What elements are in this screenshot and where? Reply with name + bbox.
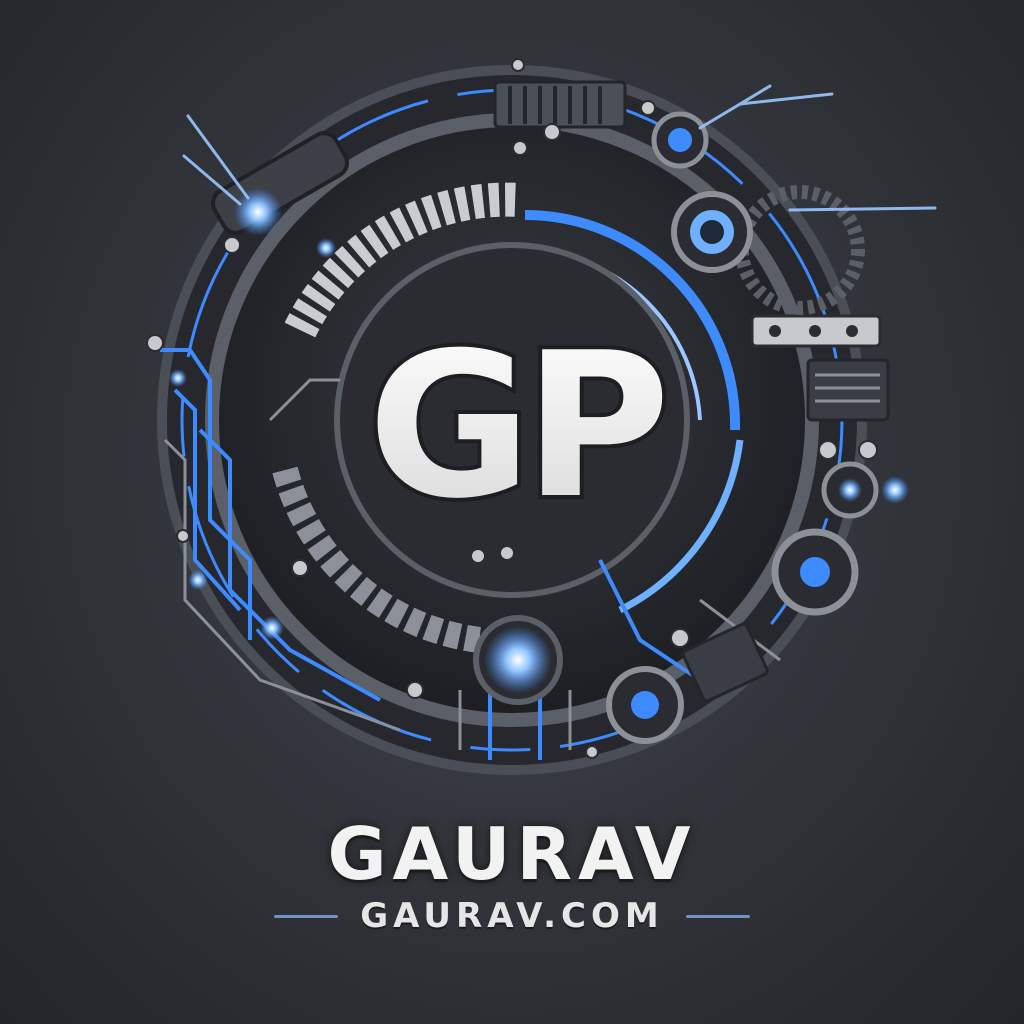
- port-right-large: [671, 191, 753, 273]
- circuit-traces-left: [160, 348, 381, 702]
- segmented-arc: [284, 182, 521, 338]
- port-right-mid: [821, 461, 879, 519]
- core-light: [473, 615, 563, 705]
- domain-line: GAURAV.COM: [0, 894, 1024, 938]
- glow-light-top-left: [234, 188, 282, 236]
- heatsink-top: [493, 80, 627, 129]
- port-top-right: [651, 111, 709, 169]
- blue-arc-outer: [524, 210, 741, 431]
- brand-name: GAURAV: [327, 812, 697, 896]
- screws: [146, 58, 878, 759]
- divider-left: [274, 914, 339, 918]
- inner-disc: [334, 242, 690, 598]
- blue-arc-inner: [618, 439, 744, 614]
- monogram: GP: [368, 310, 663, 543]
- port-right-low: [771, 528, 859, 616]
- light-streaks: [182, 84, 937, 212]
- divider-right: [685, 914, 750, 918]
- domain-text: GAURAV.COM: [360, 896, 664, 936]
- port-bottom-right: [606, 666, 684, 744]
